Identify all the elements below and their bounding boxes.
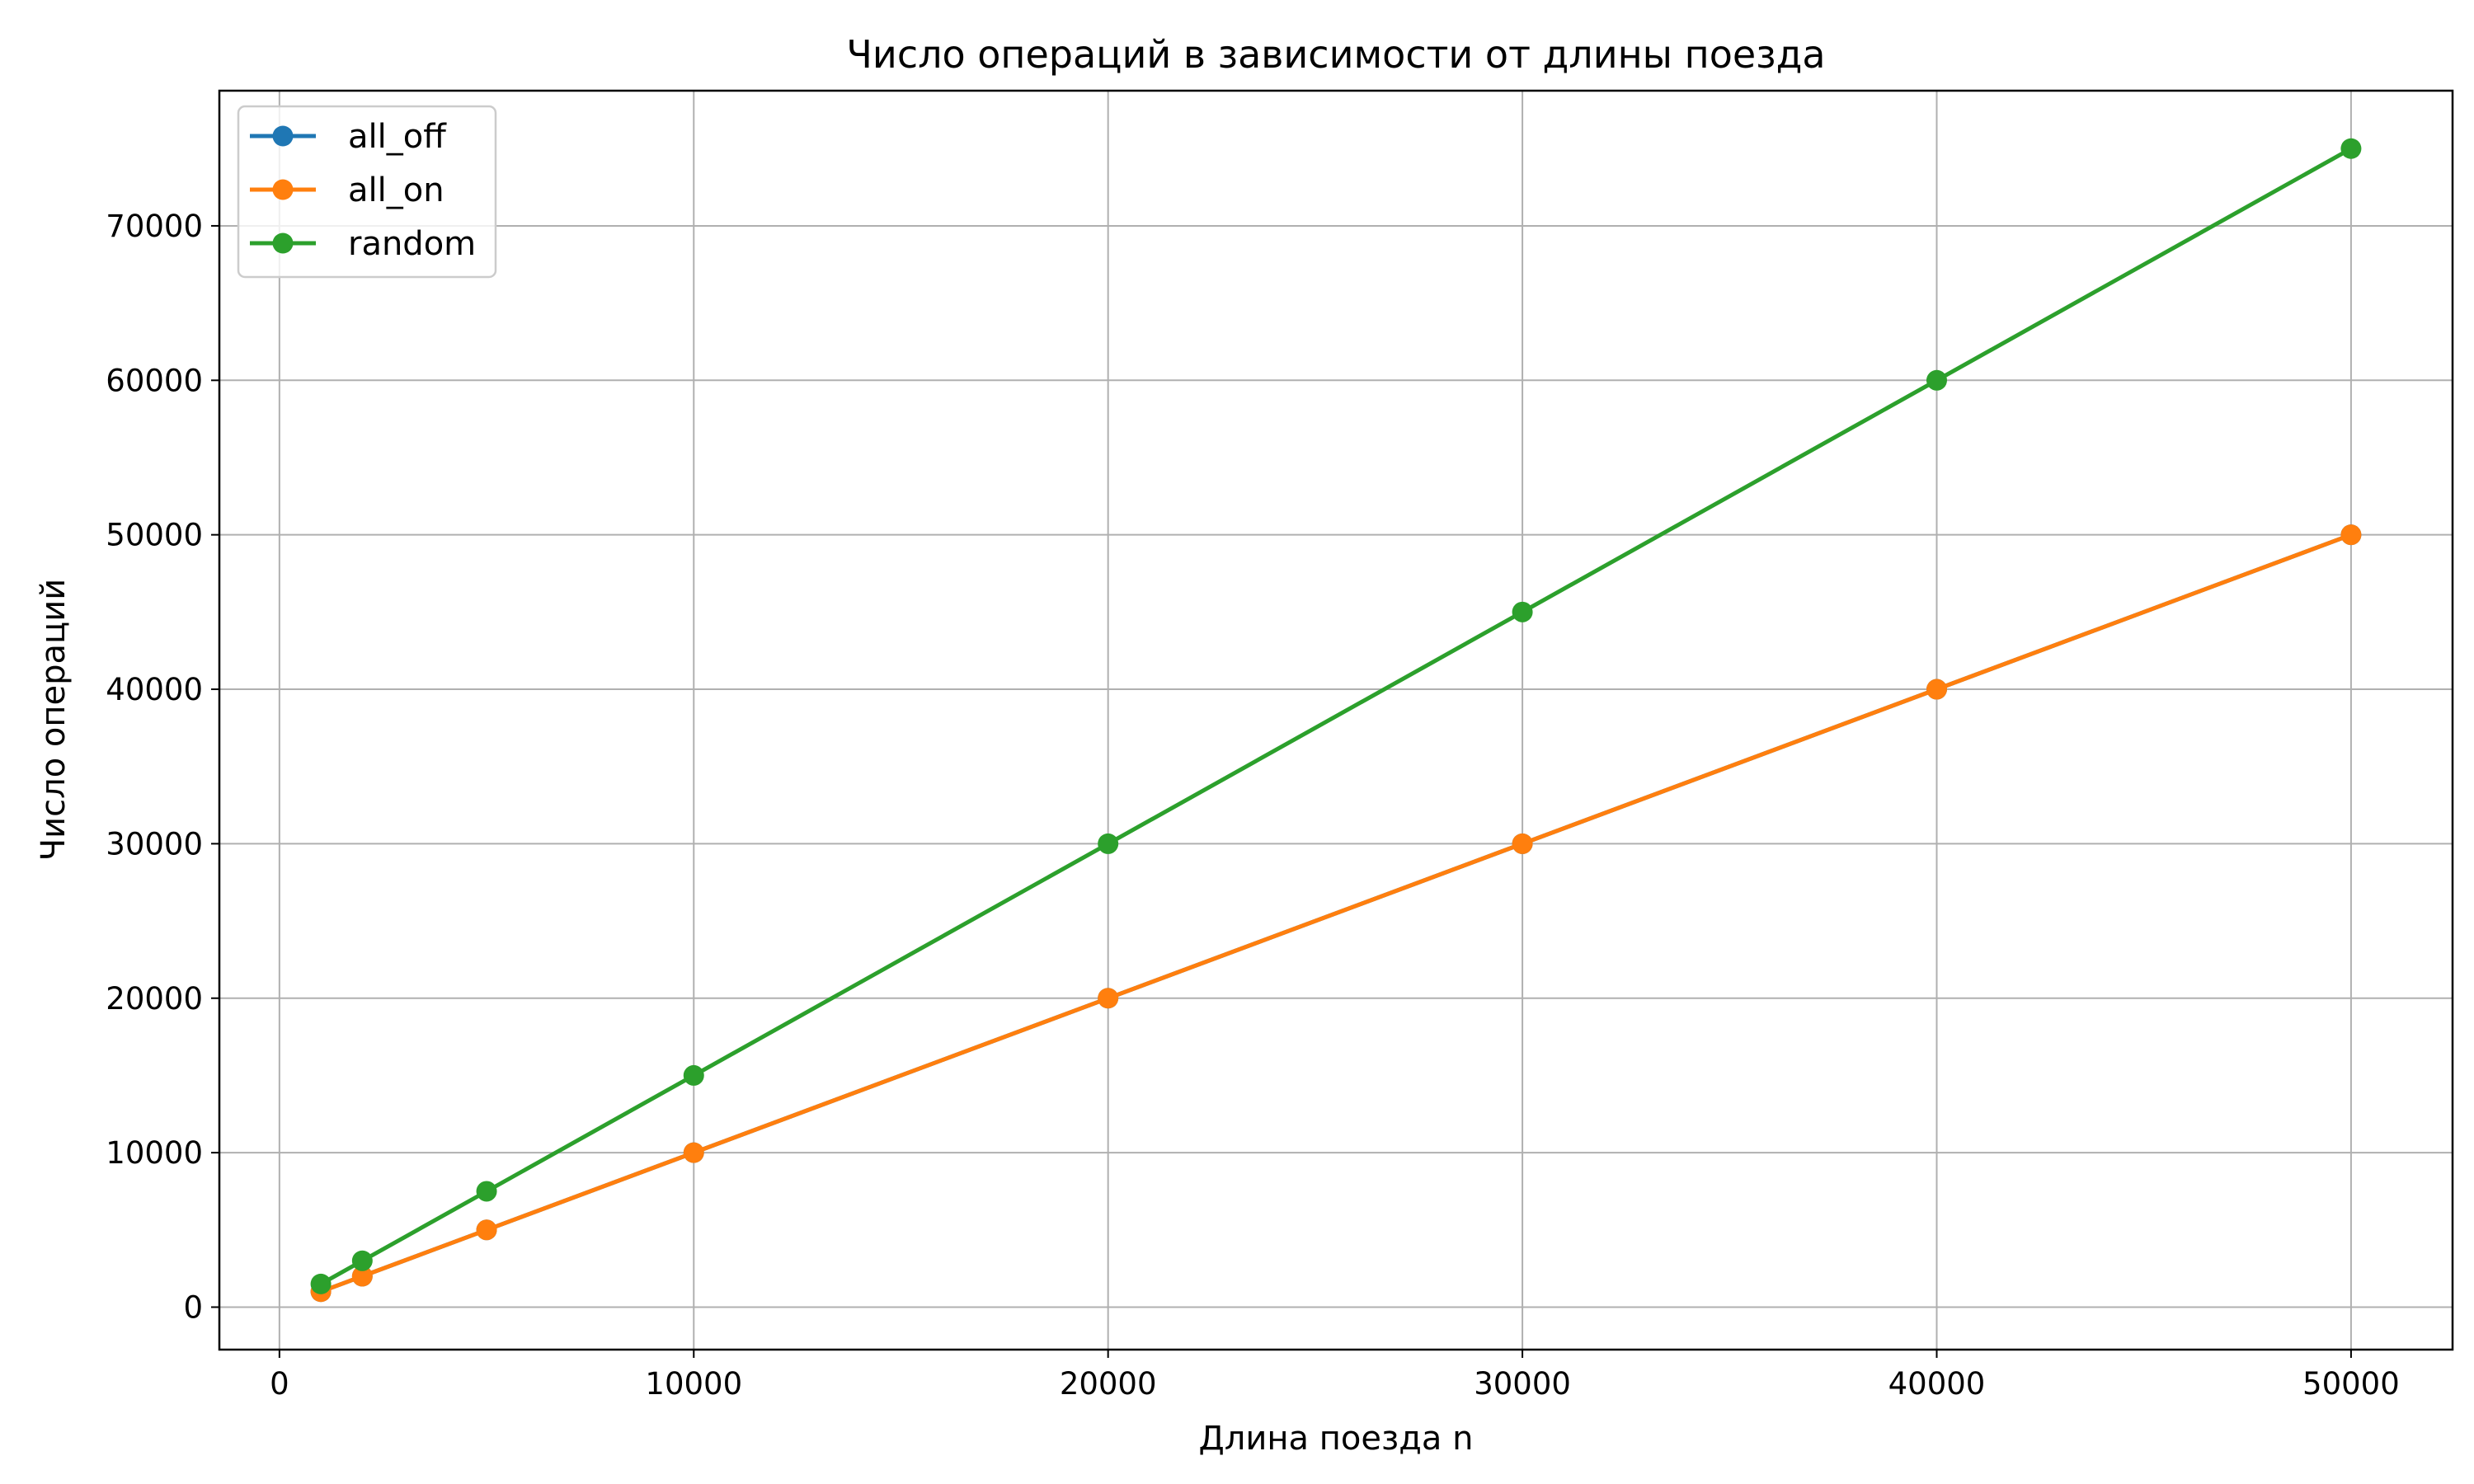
data-point — [476, 1219, 497, 1241]
series-lines — [310, 138, 2362, 1303]
plot-frame — [218, 89, 2454, 1351]
x-tick-label: 20000 — [1060, 1366, 1157, 1402]
data-point — [683, 1064, 704, 1086]
data-point — [1926, 679, 1947, 700]
data-point — [351, 1250, 373, 1271]
legend-item-all-on[interactable]: all_on — [250, 171, 444, 209]
x-axis: 0 10000 20000 30000 40000 50000 — [270, 1350, 2400, 1402]
y-tick-label: 0 — [183, 1289, 203, 1325]
x-tick-label: 50000 — [2302, 1366, 2400, 1402]
data-point — [476, 1181, 497, 1202]
data-point — [1512, 833, 1533, 854]
data-point — [2340, 524, 2362, 546]
data-point — [1098, 988, 1119, 1009]
data-point — [2340, 138, 2362, 159]
legend-marker — [272, 232, 294, 254]
data-point — [683, 1142, 704, 1163]
series-random — [310, 138, 2362, 1294]
x-tick-label: 30000 — [1474, 1366, 1571, 1402]
y-axis-title: Число операций — [35, 579, 73, 862]
data-point — [1926, 369, 1947, 391]
y-tick-label: 70000 — [106, 209, 203, 244]
x-tick-label: 10000 — [645, 1366, 742, 1402]
y-tick-label: 60000 — [106, 363, 203, 398]
y-tick-label: 40000 — [106, 672, 203, 707]
series-line — [319, 147, 2353, 1286]
series-line — [320, 533, 2352, 1294]
x-tick-label: 40000 — [1888, 1366, 1986, 1402]
y-tick-label: 10000 — [106, 1135, 203, 1171]
legend-marker — [272, 125, 294, 147]
data-point — [1098, 833, 1119, 854]
legend-item-random[interactable]: random — [250, 225, 476, 263]
legend-label: random — [348, 225, 476, 263]
legend-box — [237, 105, 497, 279]
legend-label: all_off — [348, 118, 447, 156]
series-all-on — [310, 524, 2362, 1303]
data-point — [1512, 601, 1533, 622]
chart-title: Число операций в зависимости от длины по… — [846, 32, 1825, 77]
legend-marker — [272, 179, 294, 200]
data-point — [351, 1266, 373, 1287]
legend-item-all-off[interactable]: all_off — [250, 118, 447, 156]
x-tick-label: 0 — [270, 1366, 289, 1402]
grid-lines — [219, 91, 2453, 1350]
y-tick-label: 30000 — [106, 826, 203, 862]
y-tick-label: 50000 — [106, 518, 203, 553]
data-point — [310, 1273, 332, 1294]
x-axis-title: Длина поезда n — [1199, 1420, 1474, 1458]
y-axis: 0 10000 20000 30000 40000 50000 60000 70000 — [106, 209, 219, 1325]
legend-label: all_on — [348, 171, 444, 209]
y-tick-label: 20000 — [106, 981, 203, 1017]
